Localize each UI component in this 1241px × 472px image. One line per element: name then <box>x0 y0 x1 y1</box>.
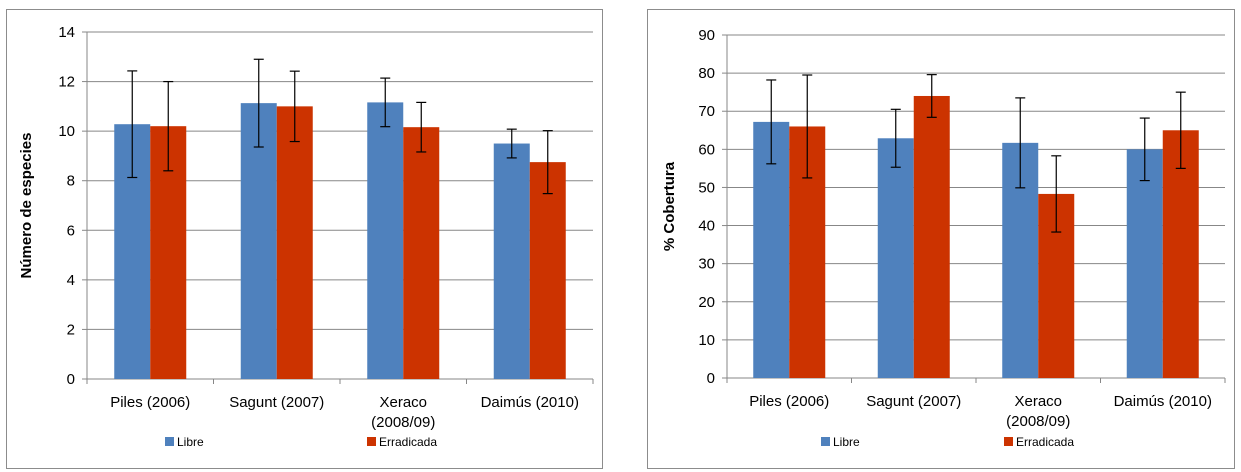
y-tick-label: 10 <box>698 332 715 349</box>
x-category-label: Xeraco <box>379 394 427 411</box>
legend-label-erradicada: Erradicada <box>379 435 437 449</box>
y-tick-label: 0 <box>67 371 75 388</box>
chart-cobertura-svg: 0 10 20 30 40 50 60 70 80 90 % Cobertura Piles (200… <box>661 27 1226 449</box>
y-tick-label: 40 <box>698 218 715 235</box>
bar-erradicada <box>276 106 313 379</box>
chart-numero-especies: 0 2 4 6 8 10 12 14 Número de especies Piles (2006… <box>6 9 603 469</box>
y-tick-label: 10 <box>58 123 75 140</box>
x-category-label: Daimús (2010) <box>1114 393 1212 410</box>
legend-label-libre: Libre <box>833 435 860 449</box>
y-tick-label: 20 <box>698 294 715 311</box>
y-axis-title: Número de especies <box>18 133 35 279</box>
legend-label-erradicada: Erradicada <box>1016 435 1074 449</box>
bar-erradicada <box>529 162 566 379</box>
y-axis-title: % Cobertura <box>661 161 678 251</box>
bar-libre <box>1126 149 1163 378</box>
legend-swatch-erradicada <box>367 437 376 446</box>
y-tick-label: 6 <box>67 222 75 239</box>
y-tick-label: 14 <box>58 24 75 41</box>
x-category-label: Sagunt (2007) <box>866 393 961 410</box>
y-tick-label: 12 <box>58 74 75 91</box>
legend-swatch-libre <box>165 437 174 446</box>
x-category-label: (2008/09) <box>1006 413 1070 430</box>
chart-numero-especies-svg: 0 2 4 6 8 10 12 14 Número de especies Piles (2006… <box>18 24 594 449</box>
bar-erradicada <box>1162 130 1199 378</box>
bar-erradicada <box>403 127 440 379</box>
y-tick-label: 90 <box>698 27 715 44</box>
legend-label-libre: Libre <box>177 435 204 449</box>
legend-swatch-libre <box>821 437 830 446</box>
bar-erradicada <box>913 95 950 378</box>
y-tick-label: 4 <box>67 272 75 289</box>
bar-libre <box>493 143 530 379</box>
bar-libre <box>367 102 404 380</box>
bar-libre <box>877 138 914 378</box>
y-tick-label: 30 <box>698 256 715 273</box>
x-category-label: Piles (2006) <box>749 393 829 410</box>
x-category-label: Daimús (2010) <box>481 394 579 411</box>
chart-cobertura: 0 10 20 30 40 50 60 70 80 90 % Cobertura Piles (200… <box>647 9 1235 469</box>
bar-libre <box>753 121 790 378</box>
x-category-label: Sagunt (2007) <box>229 394 324 411</box>
legend-swatch-erradicada <box>1004 437 1013 446</box>
x-category-label: (2008/09) <box>371 414 435 431</box>
y-tick-label: 50 <box>698 179 715 196</box>
y-tick-label: 70 <box>698 103 715 120</box>
y-tick-label: 0 <box>707 370 715 387</box>
bar-libre <box>240 103 277 379</box>
y-tick-label: 8 <box>67 173 75 190</box>
x-category-label: Piles (2006) <box>110 394 190 411</box>
y-tick-label: 80 <box>698 65 715 82</box>
x-category-label: Xeraco <box>1014 393 1062 410</box>
y-tick-label: 2 <box>67 321 75 338</box>
y-tick-label: 60 <box>698 141 715 158</box>
